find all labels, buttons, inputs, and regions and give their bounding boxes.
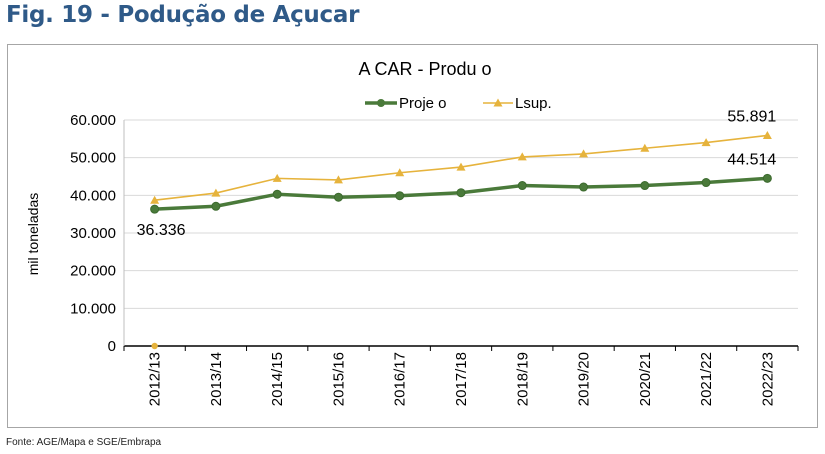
projection-point	[456, 188, 466, 198]
upper-limit-point	[517, 152, 527, 161]
axes: 0 10.000 20.000 30.000 40.000 50.000 60.000 201…	[25, 112, 799, 406]
y-tick-label: 0	[108, 338, 116, 355]
figure-title: Fig. 19 - Podução de Açucar	[6, 2, 360, 28]
legend-upper-limit-marker	[493, 98, 503, 107]
projection-point	[272, 189, 282, 199]
legend-upper-limit-label: Lsup.	[515, 95, 552, 112]
sugar-production-chart: 0 10.000 20.000 30.000 40.000 50.000 60.000 201…	[25, 59, 799, 406]
y-tick-label: 30.000	[70, 225, 116, 242]
projection-point	[395, 191, 405, 201]
projection-point	[762, 173, 772, 183]
upper-limit-point	[272, 173, 282, 182]
chart-frame	[7, 44, 818, 428]
upper-limit-point	[701, 138, 711, 147]
grid-lines	[124, 119, 798, 309]
upper-limit-point	[579, 149, 589, 158]
series	[150, 130, 772, 350]
projection-point	[333, 192, 343, 202]
zero-point	[151, 342, 158, 350]
upper-limit-point	[333, 175, 343, 184]
upper-limit-point	[640, 143, 650, 152]
x-tick-label: 2017/18	[453, 352, 470, 406]
y-tick-label: 10.000	[70, 300, 116, 317]
upper-limit-point	[395, 168, 405, 177]
source-note: Fonte: AGE/Mapa e SGE/Embrapa	[6, 437, 162, 448]
x-tick-label: 2013/14	[208, 352, 225, 406]
data-label: 44.514	[727, 151, 776, 168]
projection-point	[517, 181, 527, 191]
projection-point	[640, 181, 650, 191]
x-tick-label: 2015/16	[330, 352, 347, 406]
x-tick-label: 2018/19	[514, 352, 531, 406]
projection-point	[701, 178, 711, 188]
y-tick-label: 50.000	[70, 150, 116, 167]
x-tick-label: 2014/15	[269, 352, 286, 406]
x-tick-label: 2021/22	[698, 352, 715, 406]
projection-point	[150, 204, 160, 214]
upper-limit-point	[456, 162, 466, 171]
x-tick-label: 2020/21	[637, 352, 654, 406]
upper-limit-point	[762, 130, 772, 139]
data-label: 55.891	[727, 108, 776, 125]
x-tick-label: 2016/17	[392, 352, 409, 406]
y-axis-title: mil toneladas	[25, 193, 41, 276]
y-tick-label: 60.000	[70, 112, 116, 129]
projection-point	[579, 182, 589, 192]
upper-limit-point	[150, 195, 160, 204]
y-tick-label: 20.000	[70, 263, 116, 280]
upper-limit-point	[211, 188, 221, 197]
x-tick-label: 2019/20	[576, 352, 593, 406]
labels: A CAR - Produ o 36.336 44.514 55.891 Proje o…	[137, 59, 777, 239]
legend-projection-label: Proje o	[399, 95, 447, 112]
projection-point	[211, 201, 221, 211]
y-tick-label: 40.000	[70, 187, 116, 204]
legend-projection-marker	[377, 99, 385, 107]
x-tick-label: 2022/23	[759, 352, 776, 406]
data-label: 36.336	[137, 222, 186, 239]
x-tick-label: 2012/13	[147, 352, 164, 406]
chart-title: A CAR - Produ o	[358, 59, 491, 79]
